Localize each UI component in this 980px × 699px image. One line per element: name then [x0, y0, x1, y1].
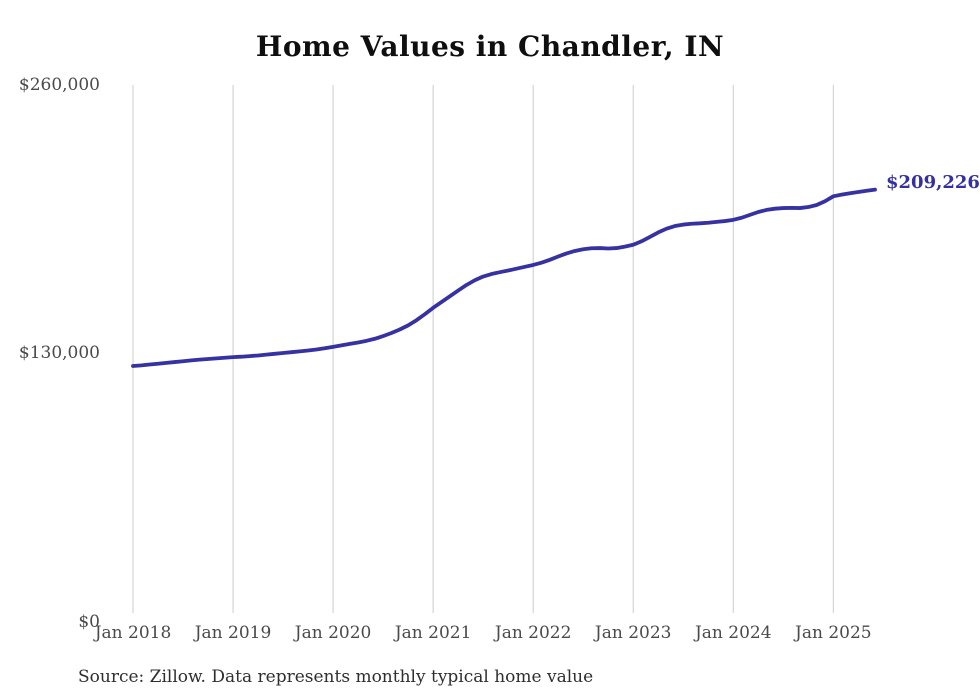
x-axis-tick-jan-2021: Jan 2021 [394, 623, 472, 643]
y-axis-tick-260000: $260,000 [18, 75, 100, 95]
x-axis-tick-jan-2022: Jan 2022 [494, 623, 572, 643]
y-axis-tick-130000: $130,000 [18, 343, 100, 363]
x-axis-tick-jan-2023: Jan 2023 [594, 623, 672, 643]
home-value-line [131, 187, 877, 368]
x-axis-tick-jan-2020: Jan 2020 [294, 623, 372, 643]
x-axis-tick-jan-2019: Jan 2019 [194, 623, 272, 643]
chart-title: Home Values in Chandler, IN [255, 30, 725, 63]
source-note: Source: Zillow. Data represents monthly … [78, 667, 594, 687]
latest-value-label: $209,226 [886, 172, 980, 193]
x-axis-tick-jan-2018: Jan 2018 [94, 623, 172, 643]
y-axis-tick-0: $0 [78, 612, 100, 632]
x-axis-tick-jan-2024: Jan 2024 [694, 623, 772, 643]
gridlines-group [132, 85, 834, 613]
x-axis-tick-jan-2025: Jan 2025 [795, 623, 872, 643]
